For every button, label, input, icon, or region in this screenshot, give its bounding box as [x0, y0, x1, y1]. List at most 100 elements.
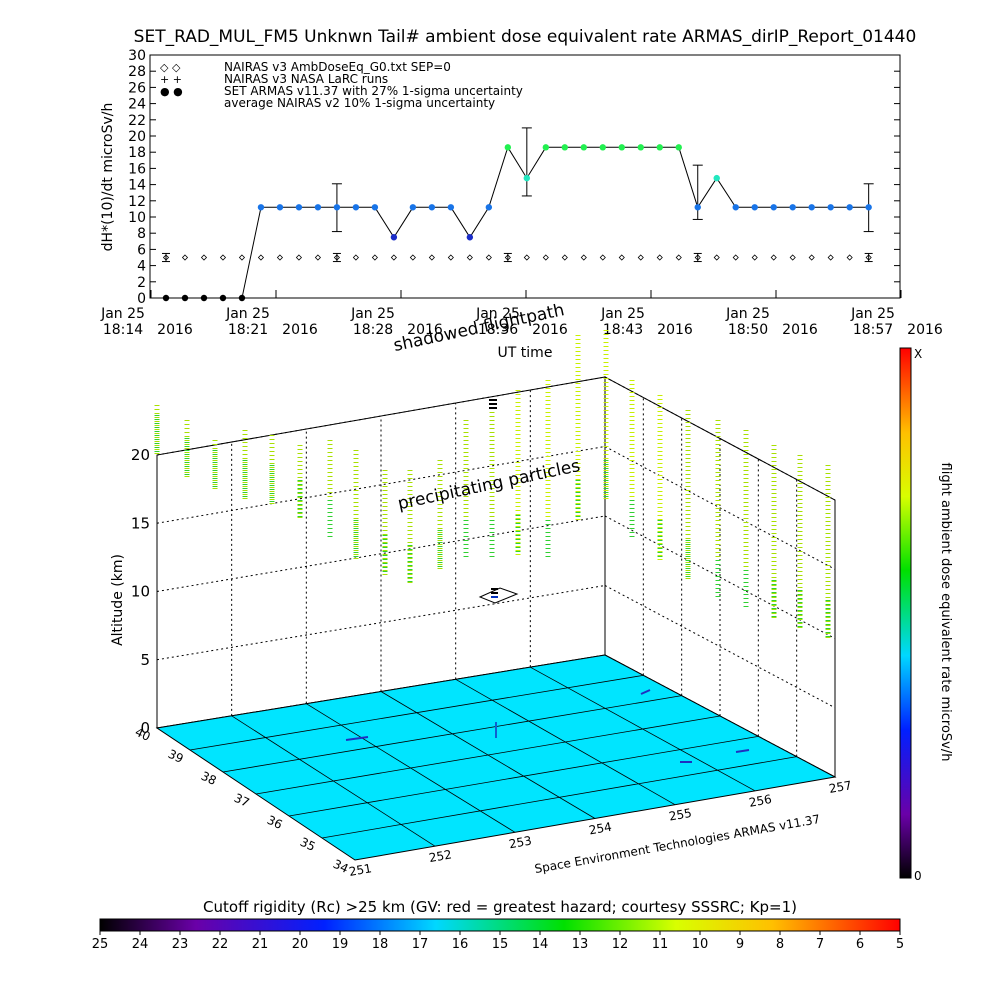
y-tick-label: 10: [128, 210, 146, 226]
y-tick-label: 8: [137, 226, 146, 242]
armas-point: [827, 204, 834, 211]
legend-entry: NAIRAS v3 AmbDoseEq_G0.txt SEP=0: [224, 60, 451, 74]
armas-point: [732, 204, 739, 211]
armas-point: [428, 204, 436, 211]
x-tick-year: 2016: [407, 322, 443, 338]
x-tick-date: Jan 25: [600, 306, 645, 322]
x-tick-year: 2016: [907, 322, 943, 338]
latitude-ticks: 40 39 38 37 36 35 34: [133, 725, 351, 876]
altitude-ticks: 0 5 10 15 20: [131, 446, 150, 737]
rigidity-tick-label: 22: [212, 937, 229, 952]
legend-entry: NAIRAS v3 NASA LaRC runs: [224, 72, 388, 86]
armas-point: [314, 204, 322, 211]
armas-point: [333, 204, 341, 211]
nairas-point: [618, 254, 625, 261]
latitude-tick-label: 38: [199, 769, 219, 788]
rigidity-tick-label: 12: [612, 937, 629, 952]
rigidity-tick-label: 21: [252, 937, 269, 952]
x-tick-date: Jan 25: [350, 306, 395, 322]
nairas-point: [352, 254, 359, 261]
legend-symbol: + +: [160, 73, 182, 86]
latitude-tick-label: 34: [331, 857, 351, 876]
nairas-point: [580, 254, 587, 261]
nairas-point: [656, 254, 663, 261]
rigidity-tick-label: 15: [492, 937, 509, 952]
altitude-tick-label: 15: [131, 514, 150, 532]
armas-point: [751, 204, 758, 211]
armas-point: [485, 204, 493, 211]
armas-point: [618, 144, 625, 151]
armas-point: [162, 294, 170, 302]
x-tick-year: 2016: [157, 322, 193, 338]
nairas-point: [200, 254, 208, 261]
x-tick-time: 18:28: [353, 322, 393, 338]
y-tick-label: 28: [128, 64, 146, 80]
nairas-point: [542, 254, 549, 261]
dose-colorbar-min-label: 0: [914, 869, 922, 883]
figure-title: SET_RAD_MUL_FM5 Unknwn Tail# ambient dos…: [134, 27, 917, 47]
nairas-point: [751, 254, 758, 261]
dose-colorbar-max-label: X: [914, 347, 922, 361]
x-tick-date: Jan 25: [850, 306, 895, 322]
rigidity-tick-label: 10: [692, 937, 709, 952]
rigidity-tick-label: 18: [372, 937, 389, 952]
x-tick-year: 2016: [657, 322, 693, 338]
y-tick-label: 16: [128, 161, 146, 177]
armas-point: [447, 204, 455, 211]
nairas-point: [181, 254, 189, 261]
armas-point: [637, 144, 644, 151]
rigidity-tick-label: 8: [776, 937, 784, 952]
altitude-gridline: [156, 376, 606, 456]
nairas-point: [808, 254, 815, 261]
rigidity-tick-label: 24: [132, 937, 149, 952]
nairas-point: [466, 254, 473, 261]
legend-symbol: ◇ ◇: [160, 61, 181, 74]
latitude-tick-label: 39: [166, 747, 186, 766]
longitude-tick-label: 252: [428, 847, 453, 865]
y-tick-label: 22: [128, 113, 146, 129]
y-tick-label: 24: [128, 97, 146, 113]
armas-point: [656, 144, 663, 151]
altitude-tick-label: 5: [140, 651, 150, 669]
legend-entry: average NAIRAS v2 10% 1-sigma uncertaint…: [224, 96, 495, 110]
y-tick-label: 2: [137, 275, 146, 291]
altitude-gridline: [604, 376, 836, 501]
nairas-point: [846, 254, 853, 261]
armas-point: [371, 204, 379, 211]
longitude-tick-label: 251: [348, 861, 373, 879]
nairas-point: [770, 254, 777, 261]
nairas-point: [523, 254, 530, 261]
x-tick-date: Jan 25: [475, 306, 520, 322]
rigidity-tick-label: 14: [532, 937, 549, 952]
x-tick-year: 2016: [282, 322, 318, 338]
x-tick-time: 18:21: [228, 322, 268, 338]
rigidity-tick-label: 17: [412, 937, 429, 952]
precipitating-particle-drops: [154, 330, 831, 640]
longitude-tick-label: 253: [508, 834, 533, 852]
y-tick-label: 4: [137, 259, 146, 275]
rigidity-tick-label: 16: [452, 937, 469, 952]
armas-point: [675, 144, 682, 151]
nairas-point: [637, 254, 644, 261]
nairas-point: [409, 254, 416, 261]
longitude-tick-label: 255: [668, 806, 693, 824]
x-tick-year: 2016: [532, 322, 568, 338]
latitude-tick-label: 37: [232, 791, 252, 810]
latitude-tick-label: 36: [265, 813, 285, 832]
armas-series: [162, 127, 874, 302]
nairas-point: [789, 254, 796, 261]
altitude-tick-label: 20: [131, 446, 150, 464]
dose-colorbar: X 0 flight ambient dose equivalent rate …: [899, 347, 953, 883]
rigidity-tick-label: 6: [856, 937, 864, 952]
latitude-tick-label: 40: [133, 725, 153, 744]
armas-point: [257, 204, 265, 211]
rigidity-colorbar-gradient: [99, 918, 901, 932]
longitude-tick-label: 256: [748, 792, 773, 810]
nairas-point: [276, 254, 284, 261]
y-tick-label: 14: [128, 178, 146, 194]
rigidity-tick-label: 23: [172, 937, 189, 952]
